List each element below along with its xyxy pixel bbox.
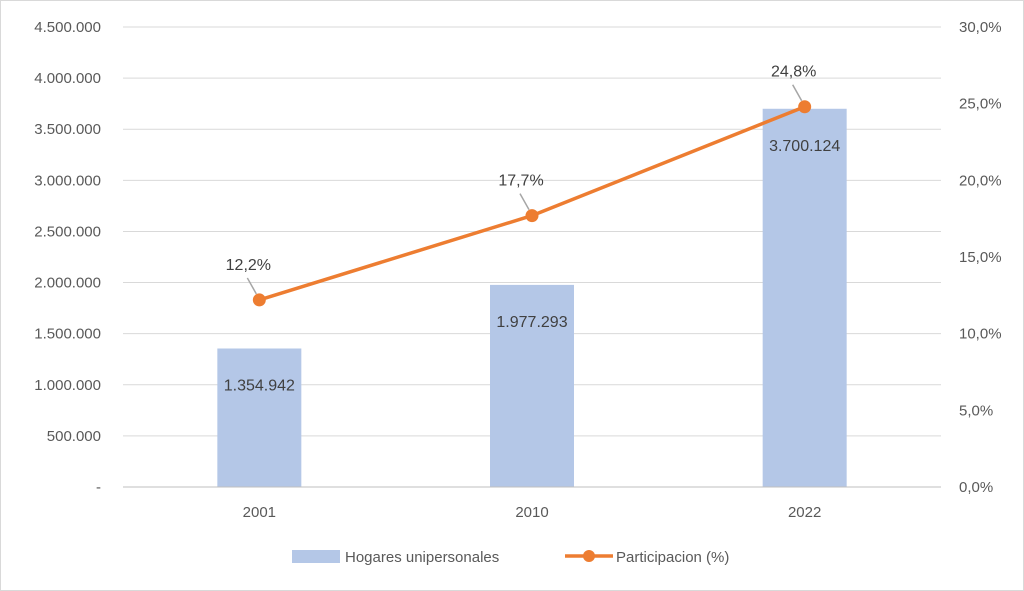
data-labels: 1.354.942 1.977.293 3.700.124 12,2% 17,7% 24,… [224, 64, 841, 395]
bar-series [217, 108, 847, 487]
leader-line [519, 193, 530, 210]
y-right-tick-label: 25,0% [959, 96, 1002, 113]
y-left-tick-label: 4.500.000 [34, 19, 101, 36]
bar-data-label: 1.977.293 [496, 314, 567, 331]
x-tick-label: 2001 [243, 504, 276, 521]
leader-line [246, 277, 257, 295]
bar [762, 108, 847, 487]
y-right-tick-label: 10,0% [959, 326, 1002, 343]
y-left-tick-label: - [96, 479, 101, 496]
bar-data-label: 3.700.124 [769, 138, 840, 155]
line-data-label: 17,7% [498, 173, 543, 190]
line-marker [252, 293, 266, 307]
x-tick-label: 2022 [788, 504, 821, 521]
y-right-tick-label: 5,0% [959, 402, 993, 419]
bar-data-label: 1.354.942 [224, 377, 295, 394]
y-left-tick-label: 500.000 [47, 428, 101, 445]
y-left-tick-label: 3.000.000 [34, 172, 101, 189]
y-right-tick-label: 0,0% [959, 479, 993, 496]
y-left-tick-label: 3.500.000 [34, 121, 101, 138]
y-left-tick-label: 1.000.000 [34, 377, 101, 394]
bar [217, 348, 302, 487]
y-right-tick-label: 30,0% [959, 19, 1002, 36]
x-tick-label: 2010 [515, 504, 548, 521]
line-series [252, 100, 812, 307]
legend-swatch-bars [292, 550, 340, 563]
line-data-label: 24,8% [771, 64, 816, 81]
y-left-tick-label: 2.000.000 [34, 275, 101, 292]
leader-line [792, 84, 803, 102]
participation-line [258, 105, 806, 302]
legend-marker-line [583, 550, 595, 562]
line-marker [525, 209, 539, 223]
y-right-tick-label: 20,0% [959, 172, 1002, 189]
line-marker [798, 100, 812, 114]
line-data-label: 12,2% [226, 257, 271, 274]
bar [490, 284, 574, 487]
axes: - 500.000 1.000.000 1.500.000 2.000.000 2.500… [34, 19, 1001, 521]
y-left-tick-label: 2.500.000 [34, 223, 101, 240]
legend-label-line: Participacion (%) [616, 549, 729, 566]
legend: Hogares unipersonales Participacion (%) [292, 549, 729, 566]
y-right-tick-label: 15,0% [959, 249, 1002, 266]
legend-label-bars: Hogares unipersonales [345, 549, 499, 566]
y-left-tick-label: 4.000.000 [34, 70, 101, 87]
y-left-tick-label: 1.500.000 [34, 326, 101, 343]
